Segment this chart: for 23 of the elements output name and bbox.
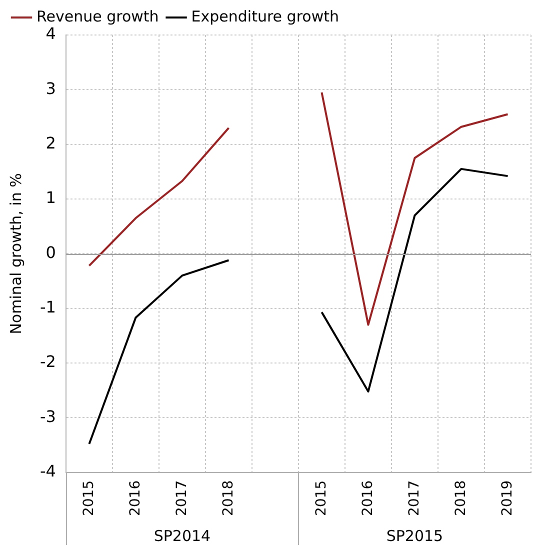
x-tick-label: 2015 xyxy=(80,480,97,516)
y-tick-label: 4 xyxy=(46,24,56,44)
y-tick-label: 3 xyxy=(46,78,56,98)
x-tick-label: 2016 xyxy=(360,480,376,516)
legend-label: Revenue growth xyxy=(36,7,159,26)
y-tick-label: -4 xyxy=(40,462,56,481)
x-tick-label: 2018 xyxy=(220,480,236,516)
y-axis-title: Nominal growth, in % xyxy=(6,173,25,334)
y-tick-label: 0 xyxy=(46,242,56,262)
text: SP2014 xyxy=(154,526,211,545)
y-tick-label: 2 xyxy=(46,134,56,152)
x-tick-label: 2015 xyxy=(313,480,330,516)
text: SP2015 xyxy=(386,526,444,545)
x-tick-label: 2019 xyxy=(499,480,516,516)
y-tick-label: -3 xyxy=(40,406,56,426)
y-tick-label: -1 xyxy=(40,298,56,317)
x-tick-label: 2017 xyxy=(174,480,190,516)
legend-label: Expenditure growth xyxy=(191,7,340,26)
x-tick-label: 2018 xyxy=(452,480,469,516)
x-tick-label: 2016 xyxy=(127,480,144,516)
y-tick-label: -2 xyxy=(40,352,56,372)
y-tick-label: 1 xyxy=(46,188,56,208)
x-tick-label: 2017 xyxy=(406,480,422,516)
